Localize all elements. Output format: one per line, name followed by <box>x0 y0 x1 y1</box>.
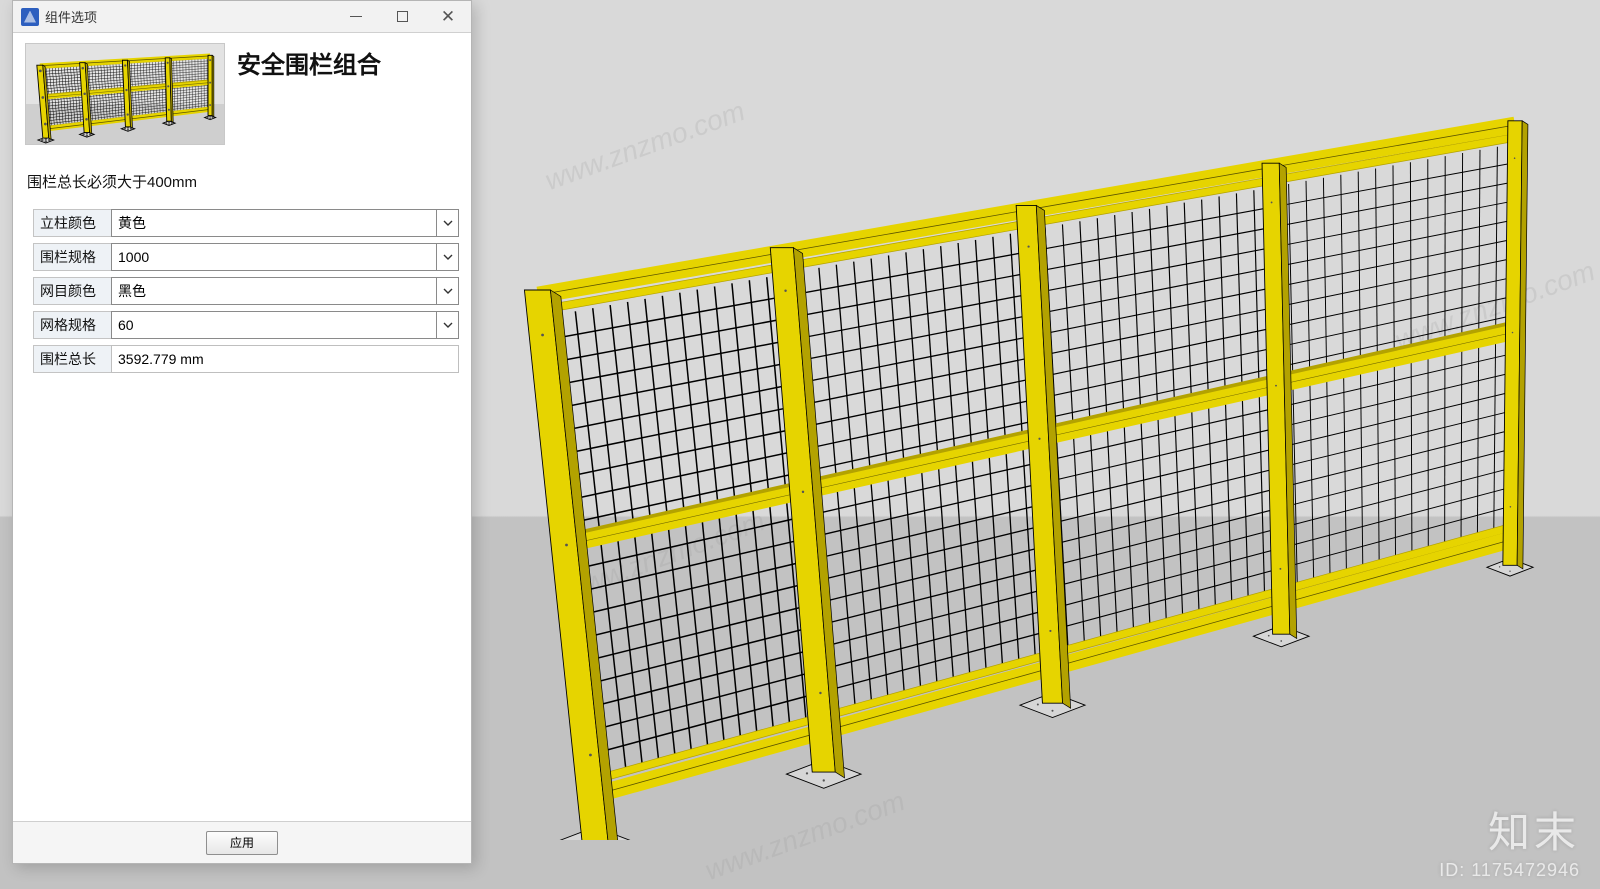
option-label: 网格规格 <box>33 311 111 339</box>
option-select[interactable]: 黑色 <box>111 277 459 305</box>
option-label: 网目颜色 <box>33 277 111 305</box>
component-options-dialog: 组件选项 ✕ 安全围栏组合 围栏总长必须大于400mm 立柱颜色黄色围栏规格10… <box>12 0 472 864</box>
option-value: 黄色 <box>118 213 146 233</box>
minimize-button[interactable] <box>333 1 379 32</box>
option-label: 围栏规格 <box>33 243 111 271</box>
constraint-note: 围栏总长必须大于400mm <box>13 151 471 202</box>
component-title: 安全围栏组合 <box>237 43 381 145</box>
app-icon <box>21 8 39 26</box>
chevron-down-icon[interactable] <box>436 278 458 304</box>
option-label: 立柱颜色 <box>33 209 111 237</box>
option-row: 围栏规格 1000 <box>33 240 459 274</box>
option-row: 立柱颜色黄色 <box>33 206 459 240</box>
apply-button[interactable]: 应用 <box>206 831 278 855</box>
option-value: 60 <box>118 317 134 333</box>
option-row: 网格规格 60 <box>33 308 459 342</box>
close-button[interactable]: ✕ <box>425 1 471 32</box>
chevron-down-icon[interactable] <box>436 244 458 270</box>
chevron-down-icon[interactable] <box>436 312 458 338</box>
maximize-button[interactable] <box>379 1 425 32</box>
option-select[interactable]: 1000 <box>111 243 459 271</box>
titlebar[interactable]: 组件选项 ✕ <box>13 1 471 33</box>
option-label: 围栏总长 <box>33 345 111 373</box>
option-value: 1000 <box>118 249 149 265</box>
component-thumbnail[interactable] <box>25 43 225 145</box>
chevron-down-icon[interactable] <box>436 210 458 236</box>
model-preview[interactable] <box>500 80 1580 840</box>
options-form: 立柱颜色黄色围栏规格1000网目颜色黑色网格规格60围栏总长3592.779 m… <box>13 202 471 376</box>
option-value: 3592.779 mm <box>118 351 204 367</box>
window-title: 组件选项 <box>45 7 333 26</box>
option-input[interactable]: 3592.779 mm <box>111 345 459 373</box>
option-select[interactable]: 黄色 <box>111 209 459 237</box>
option-row: 网目颜色黑色 <box>33 274 459 308</box>
option-select[interactable]: 60 <box>111 311 459 339</box>
option-row: 围栏总长 3592.779 mm <box>33 342 459 376</box>
option-value: 黑色 <box>118 281 146 301</box>
